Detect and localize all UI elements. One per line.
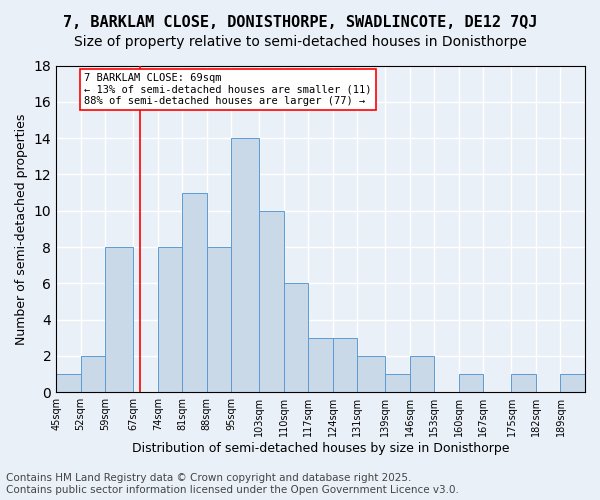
Y-axis label: Number of semi-detached properties: Number of semi-detached properties — [15, 113, 28, 344]
Bar — [207, 247, 231, 392]
Bar — [259, 210, 284, 392]
Bar — [158, 247, 182, 392]
X-axis label: Distribution of semi-detached houses by size in Donisthorpe: Distribution of semi-detached houses by … — [132, 442, 509, 455]
Text: Contains HM Land Registry data © Crown copyright and database right 2025.
Contai: Contains HM Land Registry data © Crown c… — [6, 474, 459, 495]
Bar — [560, 374, 585, 392]
Bar — [105, 247, 133, 392]
Bar — [333, 338, 358, 392]
Bar — [385, 374, 410, 392]
Bar — [358, 356, 385, 392]
Bar — [511, 374, 536, 392]
Bar — [56, 374, 80, 392]
Bar — [80, 356, 105, 392]
Bar — [284, 284, 308, 392]
Bar — [182, 192, 207, 392]
Bar — [231, 138, 259, 392]
Bar — [410, 356, 434, 392]
Text: Size of property relative to semi-detached houses in Donisthorpe: Size of property relative to semi-detach… — [74, 35, 526, 49]
Bar — [459, 374, 484, 392]
Bar — [308, 338, 333, 392]
Text: 7 BARKLAM CLOSE: 69sqm
← 13% of semi-detached houses are smaller (11)
88% of sem: 7 BARKLAM CLOSE: 69sqm ← 13% of semi-det… — [84, 73, 371, 106]
Text: 7, BARKLAM CLOSE, DONISTHORPE, SWADLINCOTE, DE12 7QJ: 7, BARKLAM CLOSE, DONISTHORPE, SWADLINCO… — [63, 15, 537, 30]
